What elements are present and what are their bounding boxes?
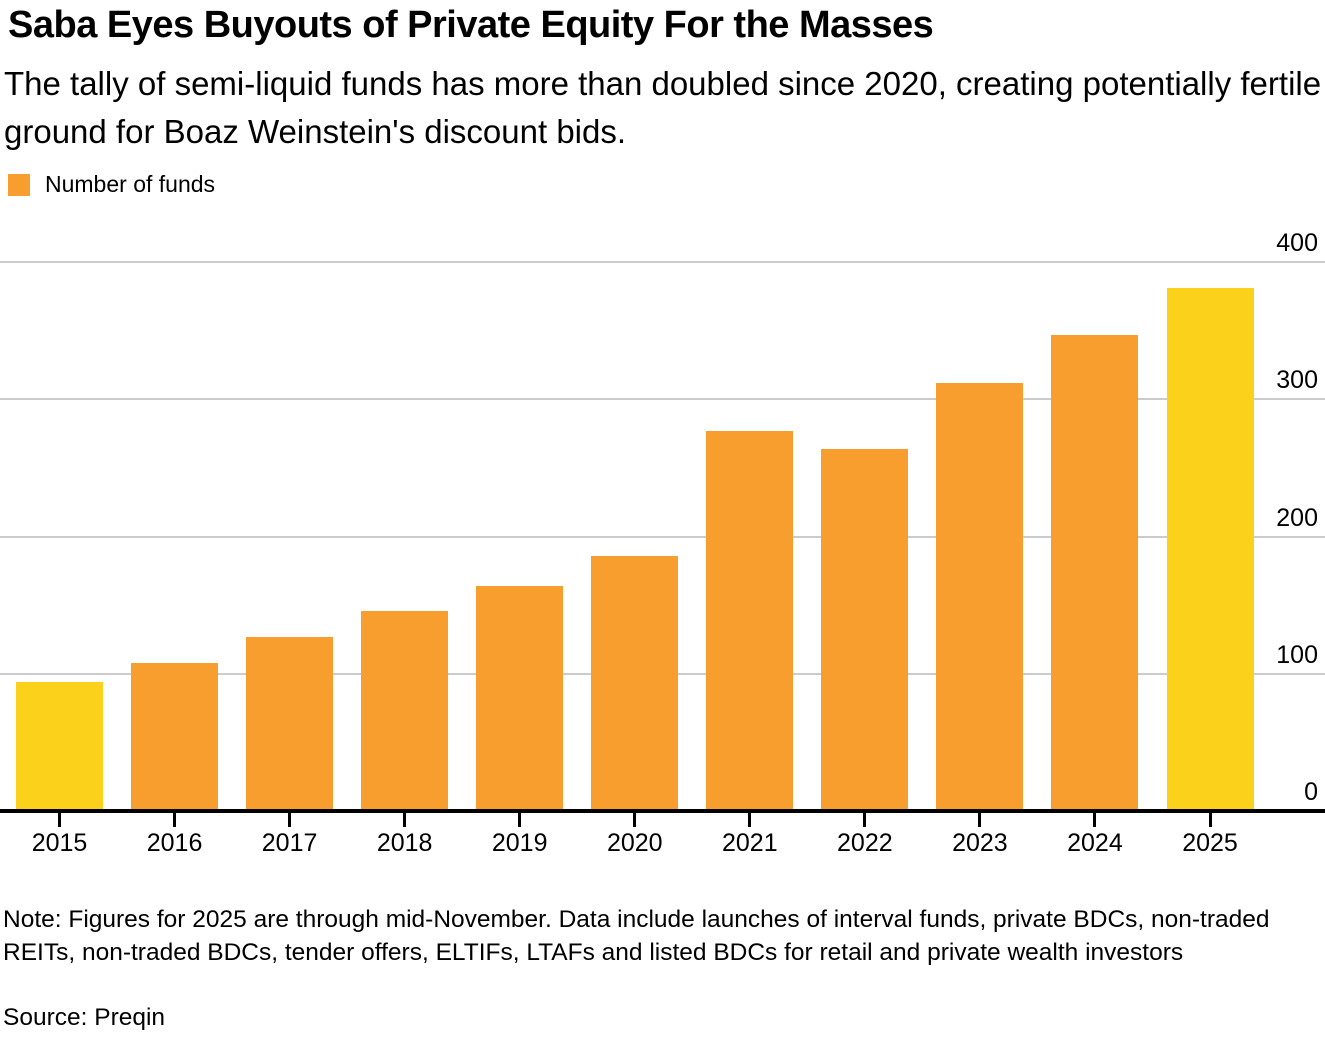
x-axis-label-2019: 2019 (491, 829, 548, 857)
x-axis-label-2025: 2025 (1182, 829, 1238, 857)
gridline-200 (0, 535, 1325, 538)
bar-2015 (16, 682, 103, 811)
x-axis-label-2023: 2023 (952, 829, 1008, 857)
x-axis-tick-2015 (58, 811, 61, 827)
y-axis-label-200: 200 (1276, 503, 1318, 532)
bar-2022 (821, 448, 909, 811)
legend-label: Number of funds (45, 171, 216, 197)
y-axis-label-100: 100 (1276, 640, 1318, 669)
x-axis-label-2024: 2024 (1067, 829, 1123, 857)
x-axis-tick-2023 (978, 811, 982, 827)
x-axis-label-2016: 2016 (146, 829, 203, 857)
x-axis-tick-2018 (403, 811, 407, 827)
chart-area: 0 100 200 300 400 2015 2016 2017 2018 2019 2020 202… (0, 225, 1325, 857)
x-axis-line (0, 809, 1325, 813)
y-axis-label-0: 0 (1304, 778, 1318, 806)
gridline-400 (0, 261, 1325, 264)
x-axis-label-2021: 2021 (721, 829, 778, 857)
chart-title: Saba Eyes Buyouts of Private Equity For … (8, 4, 934, 46)
x-axis-tick-2022 (863, 811, 867, 827)
x-axis-label-2018: 2018 (376, 829, 433, 857)
legend-swatch-icon (8, 173, 30, 196)
bar-2020 (591, 555, 679, 811)
source-line: Source: Preqin (3, 1004, 166, 1031)
bar-2017 (246, 636, 334, 811)
x-axis-tick-2025 (1208, 811, 1212, 827)
x-axis-tick-2021 (748, 811, 752, 827)
x-axis-label-2022: 2022 (837, 829, 893, 857)
x-axis-tick-2024 (1093, 811, 1097, 827)
bar-2021 (706, 430, 794, 811)
bar-2019 (476, 585, 564, 811)
x-axis-tick-2016 (173, 811, 177, 827)
bar-2024 (1051, 334, 1139, 811)
chart-subtitle: The tally of semi-liquid funds has more … (4, 65, 1322, 150)
footnote: Note: Figures for 2025 are through mid-N… (3, 906, 1270, 966)
bar-2018 (361, 610, 449, 811)
bar-2016 (131, 662, 219, 811)
x-axis-tick-2017 (288, 811, 292, 827)
bar-2025 (1166, 288, 1254, 811)
x-axis-label-2015: 2015 (31, 829, 88, 857)
bar-2023 (936, 382, 1024, 811)
gridline-300 (0, 398, 1325, 401)
y-axis-label-400: 400 (1276, 229, 1318, 258)
x-axis-tick-2019 (518, 811, 522, 827)
legend: Number of funds (8, 171, 215, 198)
x-axis-label-2017: 2017 (261, 829, 318, 857)
x-axis-label-2020: 2020 (606, 829, 663, 857)
x-axis-tick-2020 (633, 811, 637, 827)
y-axis-label-300: 300 (1276, 366, 1318, 395)
